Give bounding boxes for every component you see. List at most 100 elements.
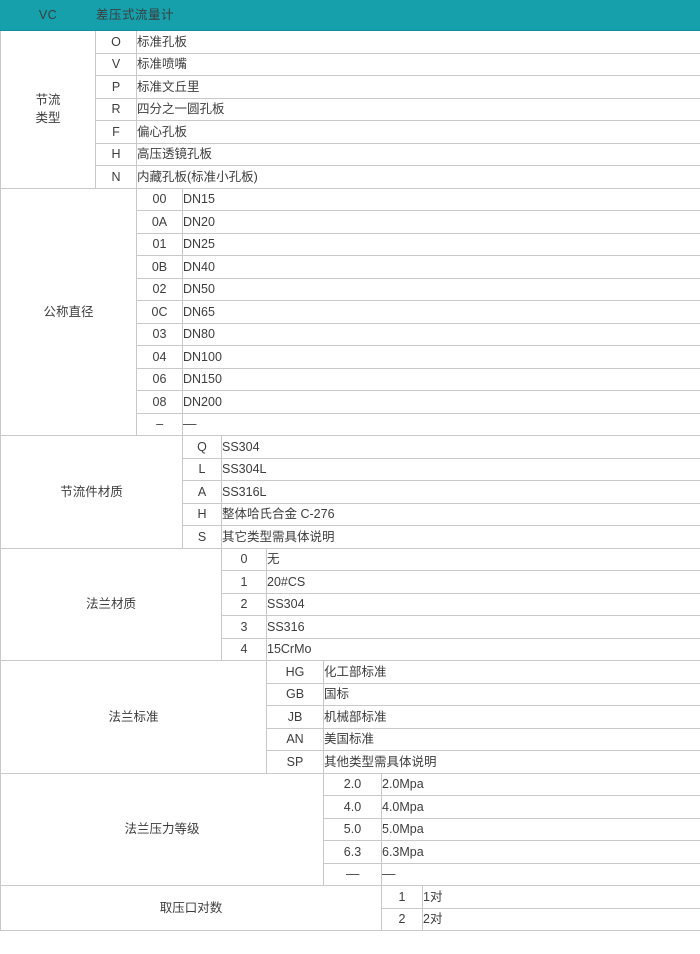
table-row: 法兰标准 HG 化工部标准 bbox=[0, 660, 700, 774]
table-row: 节流件材质 Q SS304 bbox=[0, 435, 700, 549]
table-row: 节流 类型 O 标准孔板 bbox=[0, 30, 700, 189]
table-row: 取压口对数 1 1对 bbox=[0, 885, 700, 931]
table-row: 6.3 6.3Mpa bbox=[1, 840, 700, 864]
option-description: DN100 bbox=[181, 345, 700, 369]
option-code: Q bbox=[182, 435, 222, 459]
option-code: 06 bbox=[136, 367, 183, 391]
option-code: SP bbox=[266, 750, 324, 774]
option-code: L bbox=[182, 457, 222, 481]
option-description: 美国标准 bbox=[322, 727, 700, 751]
option-description: 5.0Mpa bbox=[380, 817, 700, 841]
product-model-selection-table: VC 差压式流量计 节流 类型 O 标准孔板 V 标准喷嘴 P 标准文丘里 R 四分之一圆孔板 F 偏心孔… bbox=[0, 0, 700, 931]
option-description: 机械部标准 bbox=[322, 705, 700, 729]
option-code: V bbox=[95, 52, 137, 76]
option-description: 四分之一圆孔板 bbox=[135, 97, 700, 121]
option-description: 国标 bbox=[322, 682, 700, 706]
section-label-3: 节流件材质 bbox=[0, 435, 183, 549]
table-row: 法兰压力等级 2.0 2.0Mpa bbox=[0, 772, 700, 886]
option-description: 1对 bbox=[421, 885, 700, 909]
table-row: 01 DN25 bbox=[1, 232, 700, 256]
option-description: SS316L bbox=[220, 480, 700, 504]
option-description: DN15 bbox=[181, 187, 700, 211]
option-code: 2 bbox=[381, 907, 423, 931]
table-row: V 标准喷嘴 bbox=[1, 52, 700, 76]
option-description: 偏心孔板 bbox=[135, 120, 700, 144]
option-code: F bbox=[95, 120, 137, 144]
section-label-7: 取压口对数 bbox=[0, 885, 382, 931]
option-description: 15CrMo bbox=[265, 637, 700, 661]
option-code: 04 bbox=[136, 345, 183, 369]
section-label-5: 法兰标准 bbox=[0, 660, 267, 774]
section-label-1: 节流 类型 bbox=[0, 30, 96, 189]
table-row: 法兰材质 0 无 bbox=[0, 547, 700, 661]
option-description: 化工部标准 bbox=[322, 660, 700, 684]
option-description: DN200 bbox=[181, 390, 700, 414]
table-row: –– –– bbox=[1, 862, 700, 886]
table-header-row: VC 差压式流量计 bbox=[0, 0, 700, 31]
option-code: JB bbox=[266, 705, 324, 729]
option-description: 内藏孔板(标准小孔板) bbox=[135, 165, 700, 189]
section-label-line2: 类型 bbox=[35, 111, 61, 126]
option-code: 00 bbox=[136, 187, 183, 211]
option-code: 0C bbox=[136, 300, 183, 324]
option-code: P bbox=[95, 75, 137, 99]
table-row: 公称直径 00 DN15 bbox=[0, 187, 700, 436]
table-row: R 四分之一圆孔板 bbox=[1, 97, 700, 121]
option-code: S bbox=[182, 525, 222, 549]
option-description: 其他类型需具体说明 bbox=[322, 750, 700, 774]
section-label-text: 法兰压力等级 bbox=[124, 822, 200, 837]
option-description: DN50 bbox=[181, 277, 700, 301]
section-label-text: 法兰材质 bbox=[85, 597, 136, 612]
option-code: O bbox=[95, 30, 137, 54]
option-code: 3 bbox=[221, 615, 267, 639]
option-code: 0 bbox=[221, 547, 267, 571]
option-description: 20#CS bbox=[265, 570, 700, 594]
option-description: 2对 bbox=[421, 907, 700, 931]
option-description: 2.0Mpa bbox=[380, 772, 700, 796]
option-description: –– bbox=[181, 412, 700, 436]
section-label-text: 取压口对数 bbox=[159, 900, 223, 915]
section-label-text: 法兰标准 bbox=[108, 709, 159, 724]
option-description: 整体哈氏合金 C-276 bbox=[220, 502, 700, 526]
option-code: HG bbox=[266, 660, 324, 684]
option-code: GB bbox=[266, 682, 324, 706]
table-row: S 其它类型需具体说明 bbox=[1, 525, 700, 549]
section-label-text: 节流件材质 bbox=[60, 484, 123, 499]
option-description: 4.0Mpa bbox=[380, 795, 700, 819]
option-code: R bbox=[95, 97, 137, 121]
option-description: 无 bbox=[265, 547, 700, 571]
table-row: N 内藏孔板(标准小孔板) bbox=[1, 165, 700, 189]
option-description: 标准文丘里 bbox=[135, 75, 700, 99]
option-code: 1 bbox=[381, 885, 423, 909]
option-description: SS304 bbox=[220, 435, 700, 459]
option-description: –– bbox=[380, 862, 700, 886]
option-code: 2 bbox=[221, 592, 267, 616]
option-code: AN bbox=[266, 727, 324, 751]
option-code: H bbox=[182, 502, 222, 526]
option-description: DN65 bbox=[181, 300, 700, 324]
option-description: DN20 bbox=[181, 210, 700, 234]
table-row: 5.0 5.0Mpa bbox=[1, 817, 700, 841]
table-row: SP 其他类型需具体说明 bbox=[1, 750, 700, 774]
section-label-text: 公称直径 bbox=[43, 304, 94, 319]
option-code: –– bbox=[323, 862, 382, 886]
table-row: F 偏心孔板 bbox=[1, 120, 700, 144]
option-code: H bbox=[95, 142, 137, 166]
option-code: – bbox=[136, 412, 183, 436]
header-product-title: 差压式流量计 bbox=[94, 0, 700, 31]
section-label-6: 法兰压力等级 bbox=[0, 772, 324, 886]
option-code: 08 bbox=[136, 390, 183, 414]
option-description: DN40 bbox=[181, 255, 700, 279]
option-code: 03 bbox=[136, 322, 183, 346]
option-description: SS304 bbox=[265, 592, 700, 616]
option-description: 其它类型需具体说明 bbox=[220, 525, 700, 549]
option-code: N bbox=[95, 165, 137, 189]
option-description: 标准喷嘴 bbox=[135, 52, 700, 76]
option-code: 0B bbox=[136, 255, 183, 279]
option-code: 6.3 bbox=[323, 840, 382, 864]
option-code: 1 bbox=[221, 570, 267, 594]
table-row: 04 DN100 bbox=[1, 345, 700, 369]
option-description: SS304L bbox=[220, 457, 700, 481]
option-description: SS316 bbox=[265, 615, 700, 639]
option-code: 5.0 bbox=[323, 817, 382, 841]
